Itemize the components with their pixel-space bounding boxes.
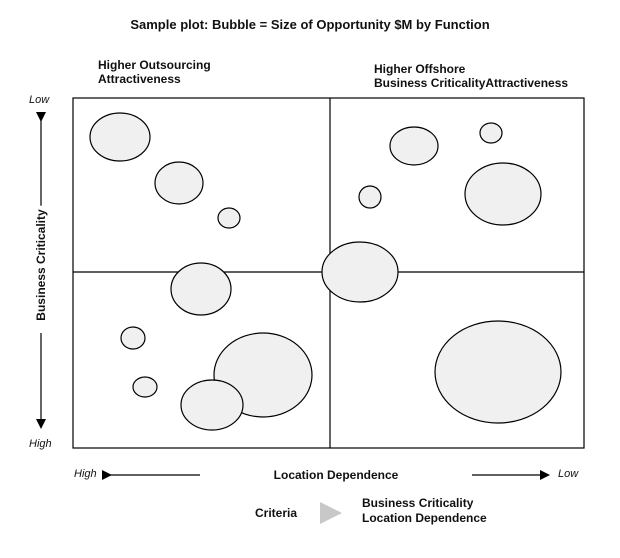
criteria-item: Location Dependence [362, 511, 487, 525]
x-axis-left-label: High [74, 468, 97, 480]
quadrant-label-line: Higher Offshore [374, 62, 466, 76]
quadrant-label-top-right: Higher Offshore Business CriticalityAttr… [374, 62, 568, 90]
criteria-arrow-icon [320, 502, 342, 524]
bubble [217, 207, 241, 229]
criteria-item: Business Criticality [362, 496, 474, 510]
x-axis-title: Location Dependence [200, 468, 472, 482]
bubble [154, 161, 204, 205]
y-axis-top-label: Low [29, 94, 50, 106]
y-axis-bottom-label: High [29, 438, 52, 450]
y-axis-title: Business Criticality [34, 205, 48, 325]
bubble [120, 326, 146, 350]
bubble [479, 122, 503, 144]
bubble [434, 320, 562, 424]
quadrant-label-line: Higher Outsourcing [98, 58, 211, 72]
bubble [464, 162, 542, 226]
chart-title: Sample plot: Bubble = Size of Opportunit… [130, 17, 490, 32]
bubble [358, 185, 382, 209]
bubble [389, 126, 439, 166]
bubble [170, 262, 232, 316]
bubble [321, 241, 399, 303]
quadrant-label-line: Business CriticalityAttractiveness [374, 76, 569, 90]
bubble [132, 376, 158, 398]
criteria-list: Business Criticality Location Dependence [362, 496, 487, 526]
criteria-label: Criteria [255, 506, 298, 520]
bubble [180, 379, 244, 431]
x-axis-right-label: Low [558, 468, 579, 480]
bubble [89, 112, 151, 162]
quadrant-label-top-left: Higher Outsourcing Attractiveness [98, 58, 211, 86]
quadrant-label-line: Attractiveness [98, 72, 181, 86]
